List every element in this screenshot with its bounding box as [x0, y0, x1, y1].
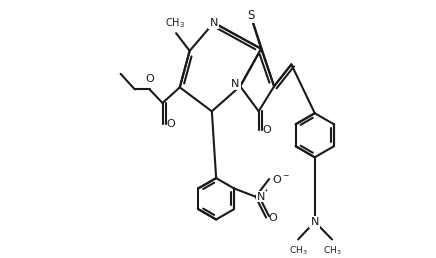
Text: O$^-$: O$^-$ — [272, 173, 290, 185]
Text: N: N — [310, 217, 319, 227]
Text: N: N — [231, 79, 239, 89]
Text: N: N — [257, 192, 266, 202]
Text: O: O — [269, 213, 278, 223]
Text: $^+$: $^+$ — [262, 188, 269, 197]
Text: O: O — [262, 125, 271, 135]
Text: CH$_3$: CH$_3$ — [165, 17, 185, 30]
Text: N: N — [209, 18, 218, 28]
Text: CH$_3$: CH$_3$ — [289, 244, 307, 257]
Text: O: O — [167, 119, 176, 129]
Text: CH$_3$: CH$_3$ — [323, 244, 341, 257]
Text: S: S — [247, 9, 254, 22]
Text: O: O — [146, 74, 154, 84]
